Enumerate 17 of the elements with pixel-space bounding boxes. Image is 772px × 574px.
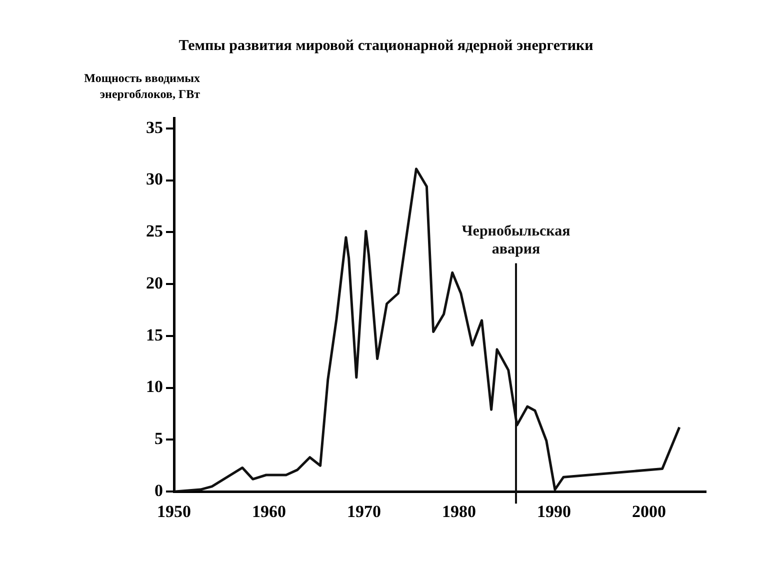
chart-title: Темпы развития мировой стационарной ядерной энергетики xyxy=(178,38,594,55)
y-tick-label: 30 xyxy=(146,170,163,189)
y-tick-label: 25 xyxy=(146,222,163,241)
x-tick-label: 1960 xyxy=(252,502,286,522)
y-tick-label: 35 xyxy=(146,118,163,137)
y-tick-label: 20 xyxy=(146,273,163,292)
x-tick-label: 2000 xyxy=(632,502,666,522)
y-tick-label: 10 xyxy=(146,377,163,396)
ref-line-label: Чернобыльская авария xyxy=(462,223,570,258)
x-tick-label: 1950 xyxy=(157,502,191,522)
y-tick-label: 15 xyxy=(146,325,163,344)
y-axis-title: Мощность вводимых энергоблоков, ГВт xyxy=(83,70,200,102)
y-tick-label: 5 xyxy=(154,429,163,448)
x-tick-label: 1990 xyxy=(537,502,571,522)
x-tick-label: 1980 xyxy=(442,502,476,522)
y-tick-label: 0 xyxy=(154,480,163,500)
x-tick-label: 1970 xyxy=(347,502,381,522)
